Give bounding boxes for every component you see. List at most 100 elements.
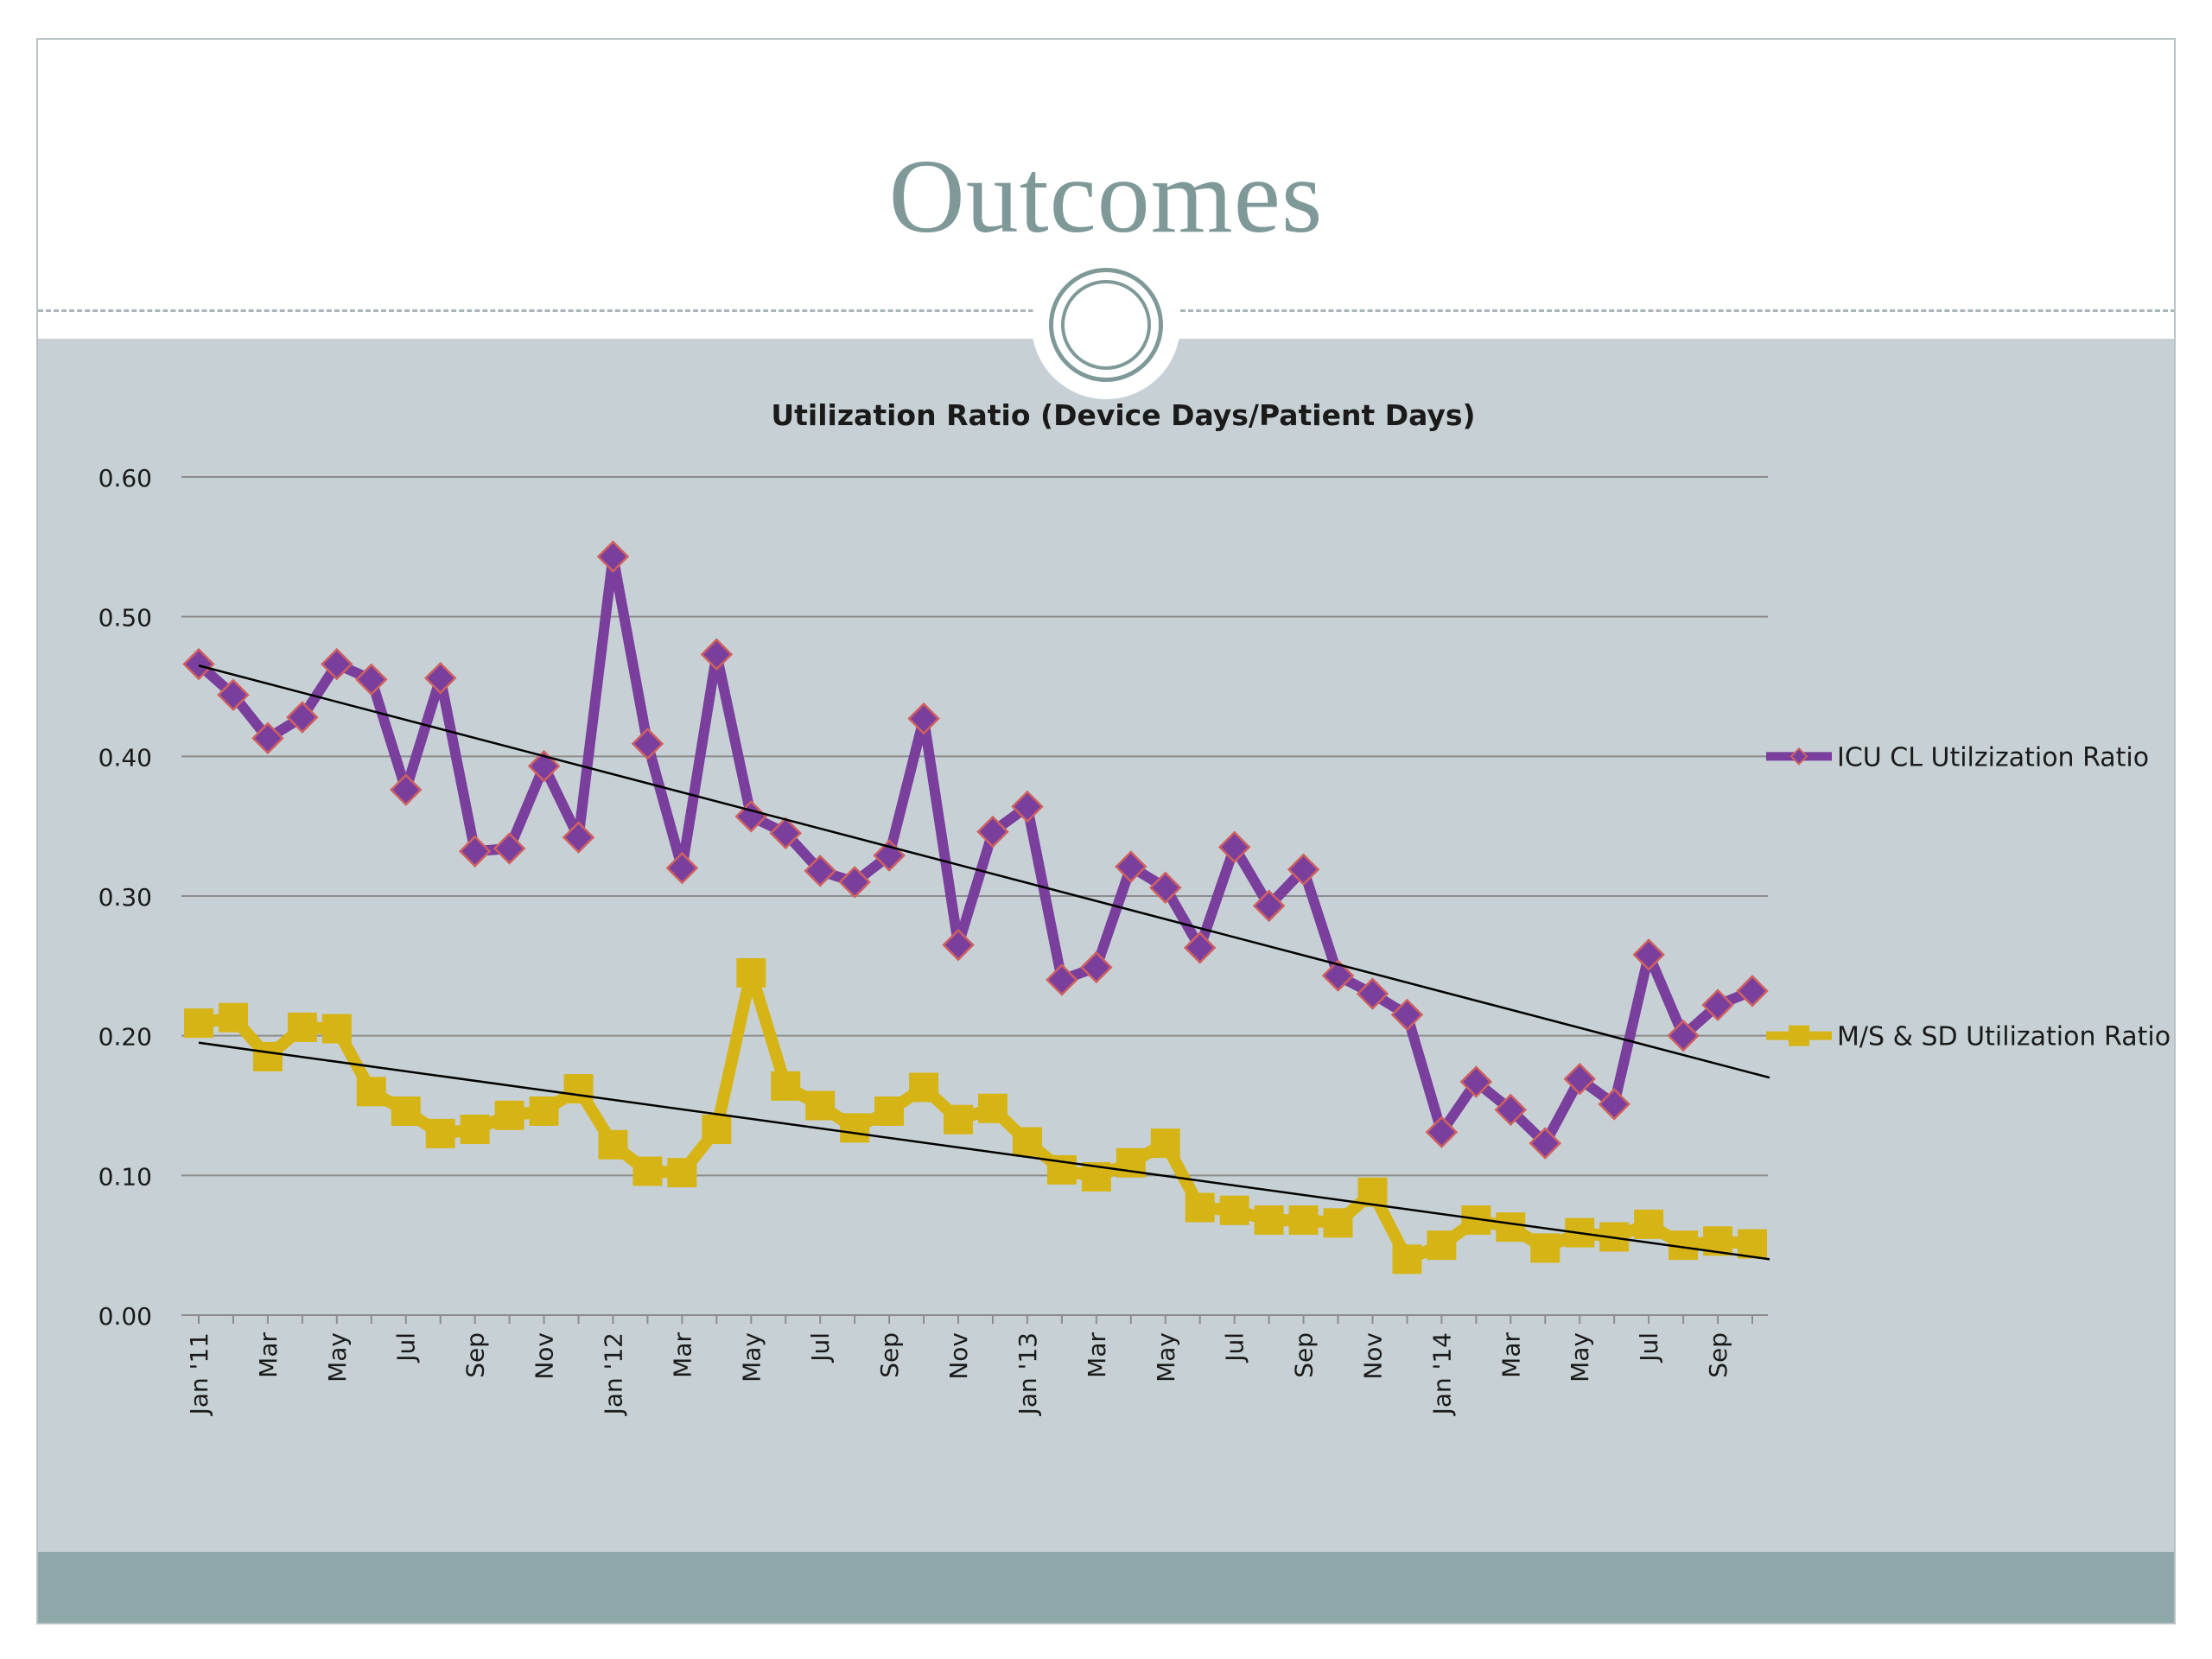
x-tick-label: Jan '12 (599, 1332, 627, 1416)
icu-point (1459, 1065, 1493, 1098)
ms-point (1392, 1244, 1422, 1274)
icu-point (1736, 975, 1769, 1007)
trendline-0 (198, 664, 1770, 1079)
ms-point (1323, 1208, 1353, 1238)
x-tick-label: May (1152, 1332, 1180, 1382)
x-tick-label: Jul (392, 1332, 421, 1363)
chart-legend: ICU CL Utilzization Ratio M/S & SD Utiliz… (1766, 742, 2171, 1052)
icu-point (423, 662, 457, 695)
icu-point (355, 663, 388, 696)
icu-point (1667, 1019, 1700, 1052)
chart-title: Utilization Ratio (Device Days/Patient D… (771, 398, 1475, 432)
icu-point (631, 728, 664, 760)
y-axis: 0.00 0.10 0.20 0.30 0.40 0.50 0.60 (99, 464, 152, 1331)
icu-point (1148, 871, 1182, 905)
icu-point (769, 817, 803, 850)
ms-point (563, 1074, 594, 1104)
x-tick-label: Jan '14 (1427, 1332, 1456, 1416)
x-tick-label: Mar (1497, 1332, 1525, 1378)
icu-point (838, 866, 871, 899)
x-tick-label: Sep (461, 1332, 490, 1378)
icu-point (1011, 790, 1044, 823)
y-tick-label: 0.30 (99, 883, 152, 912)
ms-point (632, 1156, 663, 1186)
slide: Outcomes (36, 38, 2176, 1624)
ms-point (529, 1096, 559, 1126)
ms-point (1185, 1192, 1215, 1223)
ms-point (771, 1071, 801, 1101)
ms-point (1530, 1233, 1560, 1263)
icu-point (1356, 977, 1389, 1010)
y-tick-label: 0.10 (99, 1162, 152, 1191)
ms-point (1496, 1212, 1526, 1243)
trendlines (198, 664, 1770, 1261)
chart-series (182, 540, 1769, 1274)
legend-label-1: M/S & SD Utilization Ratio (1837, 1022, 2171, 1052)
ms-point (1288, 1205, 1319, 1236)
ms-point (702, 1114, 732, 1144)
ms-point (598, 1129, 628, 1160)
icu-point (1390, 998, 1424, 1032)
icu-point (1632, 938, 1665, 971)
ms-point (1427, 1230, 1457, 1261)
ms-point (391, 1096, 421, 1126)
x-tick-label: Mar (1083, 1332, 1111, 1378)
ms-point (218, 1002, 248, 1033)
x-tick-label: Jan '11 (185, 1332, 213, 1416)
icu-point (596, 540, 630, 573)
ms-point (1012, 1127, 1042, 1157)
ms-point (356, 1077, 386, 1107)
icu-point (1529, 1127, 1562, 1160)
ms-point (840, 1113, 870, 1143)
series-line-1 (197, 966, 1753, 1266)
icu-point (907, 702, 940, 735)
x-tick-label: May (323, 1332, 352, 1382)
icu-point (389, 773, 423, 806)
slide-title: Outcomes (888, 138, 1324, 255)
icu-point (1252, 889, 1286, 923)
icu-point (1701, 988, 1734, 1021)
ms-point (977, 1093, 1007, 1123)
icu-point (1046, 963, 1078, 996)
icu-point (1563, 1063, 1596, 1096)
icu-point (251, 721, 284, 755)
icu-point (1321, 959, 1355, 992)
icu-point (804, 855, 836, 887)
ms-point (1254, 1205, 1284, 1236)
ms-point (1738, 1229, 1767, 1259)
x-tick-label: Jul (1635, 1332, 1663, 1363)
ms-point (460, 1114, 490, 1144)
icu-point (1494, 1093, 1528, 1127)
legend-label-0: ICU CL Utilzization Ratio (1837, 742, 2149, 772)
ms-point (321, 1014, 352, 1044)
trendline-1 (198, 1041, 1770, 1261)
y-tick-label: 0.60 (99, 464, 152, 493)
x-tick-label: Nov (531, 1332, 559, 1380)
x-tick-label: Sep (1704, 1332, 1732, 1378)
x-tick-label: Nov (1358, 1332, 1387, 1380)
icu-point (700, 638, 734, 671)
ms-point (805, 1090, 836, 1121)
ms-point (287, 1012, 317, 1042)
ms-point (1219, 1195, 1249, 1225)
x-tick-label: Sep (875, 1332, 904, 1378)
icu-point (458, 835, 492, 868)
ms-point (184, 1008, 213, 1039)
title-divider-left (38, 309, 1049, 312)
x-axis: Jan '11 Mar May Jul Sep Nov Jan '12 Mar May Jul Se… (185, 1315, 1753, 1416)
y-tick-label: 0.00 (99, 1302, 152, 1331)
ms-point (874, 1096, 905, 1126)
icu-point (493, 832, 526, 865)
icu-point (1425, 1116, 1459, 1148)
ms-point (909, 1072, 939, 1103)
y-tick-label: 0.40 (99, 743, 152, 772)
legend-marker-1 (1789, 1025, 1809, 1046)
ms-point (425, 1118, 455, 1148)
footer-band (38, 1552, 2174, 1623)
title-divider-right (1180, 309, 2174, 312)
icu-point (286, 701, 319, 734)
icu-point (1598, 1088, 1630, 1121)
ms-point (494, 1100, 524, 1130)
x-tick-label: Mar (254, 1332, 283, 1378)
